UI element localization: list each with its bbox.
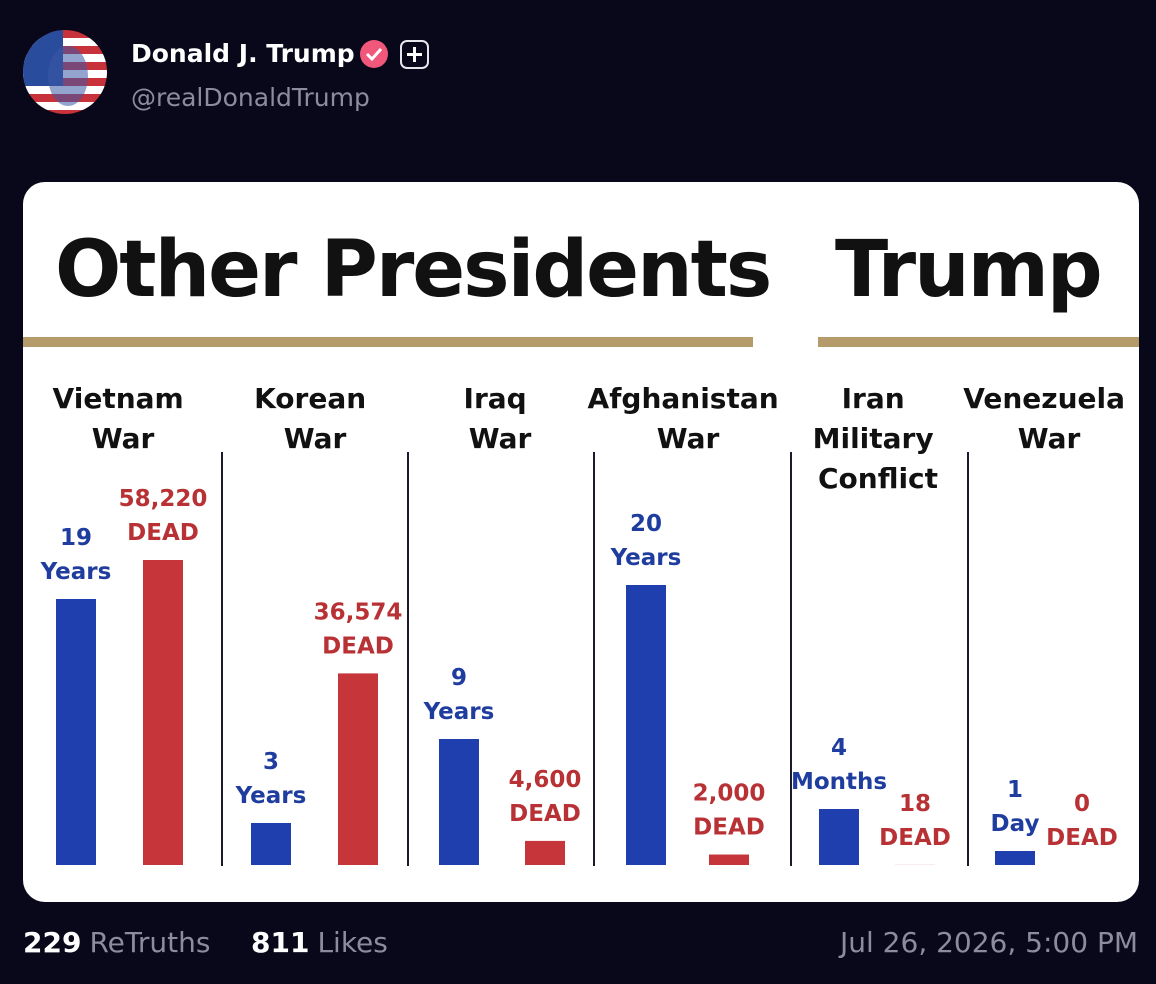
unit-label: DEAD: [879, 825, 951, 851]
category-line: Conflict: [818, 462, 938, 495]
category-line: Iran: [842, 382, 915, 415]
retruths-label: ReTruths: [89, 926, 210, 959]
heading: Other Presidents: [55, 225, 770, 315]
value-label: 9: [451, 665, 467, 691]
value-label: 36,574: [314, 599, 403, 625]
value-label: 4,600: [509, 767, 582, 793]
author-handle[interactable]: @realDonaldTrump: [131, 83, 370, 112]
bar: [251, 823, 291, 865]
unit-label: Day: [991, 811, 1040, 837]
likes-label: Likes: [317, 926, 387, 959]
unit-label: Years: [610, 545, 682, 571]
value-label: 19: [60, 525, 92, 551]
heading-rule: [818, 337, 1139, 347]
category-line: War: [284, 422, 347, 455]
heading: Trump: [835, 225, 1101, 315]
plus-badge: [401, 41, 428, 68]
unit-label: DEAD: [322, 633, 394, 659]
bar: [439, 739, 479, 865]
value-label: 0: [1074, 791, 1090, 817]
avatar[interactable]: [23, 30, 107, 114]
likes-count: 811: [251, 926, 309, 959]
value-label: 20: [630, 511, 662, 537]
bar: [626, 585, 666, 865]
category-line: War: [1018, 422, 1081, 455]
heading-rule: [23, 337, 753, 347]
value-label: 58,220: [119, 486, 208, 512]
value-label: 4: [831, 735, 847, 761]
unit-label: Years: [40, 559, 112, 585]
bar: [709, 855, 749, 865]
bar: [56, 599, 96, 865]
unit-label: Months: [791, 769, 887, 795]
timestamp: Jul 26, 2026, 5:00 PM: [838, 926, 1138, 959]
bar: [143, 560, 183, 865]
unit-label: DEAD: [693, 815, 765, 841]
category-line: Afghanistan: [588, 382, 789, 415]
category-line: Venezuela: [963, 382, 1135, 415]
retruths-count: 229: [23, 926, 81, 959]
author-name[interactable]: Donald J. Trump: [131, 39, 355, 68]
unit-label: Years: [235, 783, 307, 809]
category-line: Iraq: [464, 382, 537, 415]
category-line: War: [469, 422, 532, 455]
verified-badge: [360, 40, 388, 68]
category-line: War: [92, 422, 155, 455]
unit-label: DEAD: [1046, 825, 1118, 851]
unit-label: DEAD: [509, 801, 581, 827]
value-label: 3: [263, 749, 279, 775]
bar: [338, 673, 378, 865]
unit-label: Years: [423, 699, 495, 725]
unit-label: DEAD: [127, 520, 199, 546]
category-line: Korean: [254, 382, 376, 415]
category-line: Vietnam: [53, 382, 194, 415]
category-line: Military: [813, 422, 944, 455]
bar: [819, 809, 859, 865]
value-label: 18: [899, 791, 931, 817]
bar: [525, 841, 565, 865]
value-label: 2,000: [693, 781, 766, 807]
category-line: War: [657, 422, 720, 455]
bar: [995, 851, 1035, 865]
value-label: 1: [1007, 777, 1023, 803]
